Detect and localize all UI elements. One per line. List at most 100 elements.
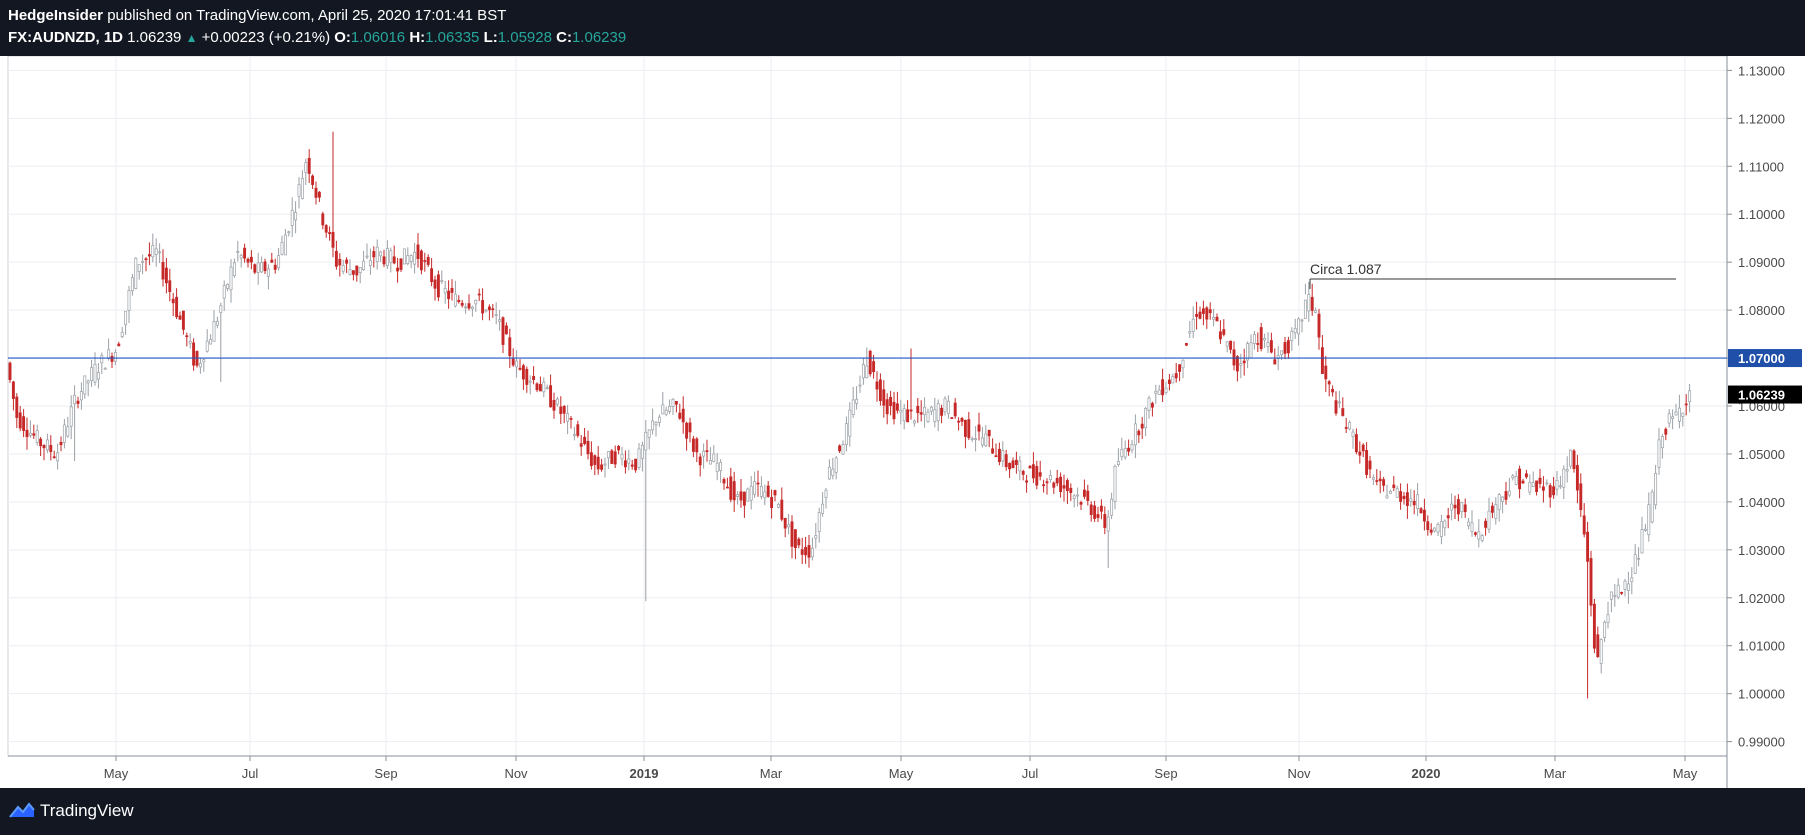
x-tick-label: Sep: [374, 766, 397, 781]
candle-down: [436, 270, 440, 302]
candle-down: [1089, 501, 1093, 522]
candle-body: [56, 452, 60, 462]
candle-up: [1147, 395, 1151, 419]
candle-down: [1079, 500, 1083, 510]
candle-body: [1422, 509, 1426, 522]
candle-body: [916, 405, 920, 414]
candle-down: [1402, 491, 1406, 505]
candlestick-chart[interactable]: 1.13000 1.12000 1.11000 1.10000 1.09000 1.080…: [0, 56, 1805, 788]
candle-up: [749, 476, 753, 510]
candle-down: [722, 477, 726, 490]
candle-body: [426, 257, 430, 265]
candle-body: [1446, 515, 1450, 519]
last-price-label: 1.06239: [1738, 388, 1785, 403]
candle-body: [161, 262, 165, 280]
candle-body: [181, 310, 185, 330]
publisher-name[interactable]: HedgeInsider: [8, 7, 104, 24]
candle-body: [504, 325, 508, 335]
chart-area[interactable]: 1.13000 1.12000 1.11000 1.10000 1.09000 1.080…: [0, 56, 1805, 788]
candle-down: [906, 400, 910, 423]
candle-body: [651, 420, 655, 431]
candle-body: [127, 290, 131, 311]
candle-up: [763, 484, 767, 506]
y-tick-label: 1.03000: [1738, 543, 1785, 558]
candle-body: [1161, 379, 1165, 396]
candle-body: [739, 491, 743, 501]
candle-up: [212, 310, 216, 342]
candle-down: [1035, 460, 1039, 490]
candle-body: [1592, 603, 1596, 649]
candle-up: [1307, 281, 1311, 322]
candle-down: [804, 536, 808, 564]
y-tick-label: 1.09000: [1738, 255, 1785, 270]
candle-body: [1052, 482, 1056, 488]
candle-down: [144, 257, 148, 272]
candle-body: [1171, 376, 1175, 384]
candle-body: [909, 409, 913, 412]
candle-up: [865, 347, 869, 379]
candle-body: [1630, 577, 1634, 583]
candle-body: [1059, 476, 1063, 493]
candle-down: [1365, 442, 1369, 479]
low-label: L:: [483, 29, 498, 46]
candle-body: [15, 396, 19, 418]
candle-up: [746, 487, 750, 502]
candle-body: [1133, 423, 1137, 446]
candle-up: [753, 471, 757, 498]
candle-down: [477, 288, 481, 302]
candle-body: [685, 422, 689, 439]
candle-body: [1558, 485, 1562, 488]
candle-down: [705, 439, 709, 462]
candle-body: [113, 352, 117, 362]
candle-body: [926, 411, 930, 422]
candle-body: [1504, 491, 1508, 500]
candle-up: [926, 408, 930, 424]
candle-down: [1178, 364, 1182, 382]
candle-body: [1344, 427, 1348, 429]
candle-body: [1242, 360, 1246, 364]
candle-down: [1205, 306, 1209, 329]
candle-body: [443, 288, 447, 294]
candle-body: [702, 450, 706, 457]
candle-body: [1055, 477, 1059, 484]
candle-down: [1215, 313, 1219, 322]
candle-down: [674, 401, 678, 413]
candle-body: [1082, 489, 1086, 497]
candle-body: [1120, 449, 1124, 458]
candle-body: [137, 264, 141, 272]
candle-up: [348, 259, 352, 276]
candle-body: [215, 320, 219, 326]
candle-body: [1453, 504, 1457, 509]
candle-body: [35, 430, 39, 443]
symbol-ohlc-line: FX:AUDNZD, 1D 1.06239 ▲ +0.00223 (+0.21%…: [8, 29, 626, 46]
candle-down: [583, 427, 587, 446]
candle-up: [498, 309, 502, 331]
tradingview-brand[interactable]: TradingView: [40, 801, 134, 820]
candle-body: [572, 434, 576, 437]
candle-down: [273, 258, 277, 274]
candle-up: [661, 391, 665, 415]
candle-body: [1263, 337, 1267, 341]
candle-up: [124, 310, 128, 335]
candle-up: [222, 280, 226, 311]
candle-up: [1613, 584, 1617, 607]
candle-down: [940, 404, 944, 424]
candle-down: [324, 224, 328, 238]
candle-body: [865, 365, 869, 379]
candle-down: [963, 419, 967, 449]
candle-body: [644, 431, 648, 451]
candle-up: [1616, 578, 1620, 600]
candle-body: [1184, 343, 1188, 346]
candle-down: [797, 537, 801, 549]
candle-body: [90, 367, 94, 381]
candle-up: [440, 270, 444, 284]
candle-body: [243, 247, 247, 259]
candle-up: [936, 399, 940, 432]
tradingview-logo-icon[interactable]: [8, 801, 36, 821]
candle-up: [62, 418, 66, 449]
candle-body: [957, 420, 961, 423]
candle-up: [1290, 327, 1294, 351]
candle-body: [317, 191, 321, 198]
candle-body: [1303, 299, 1307, 319]
candle-down: [1222, 319, 1226, 337]
